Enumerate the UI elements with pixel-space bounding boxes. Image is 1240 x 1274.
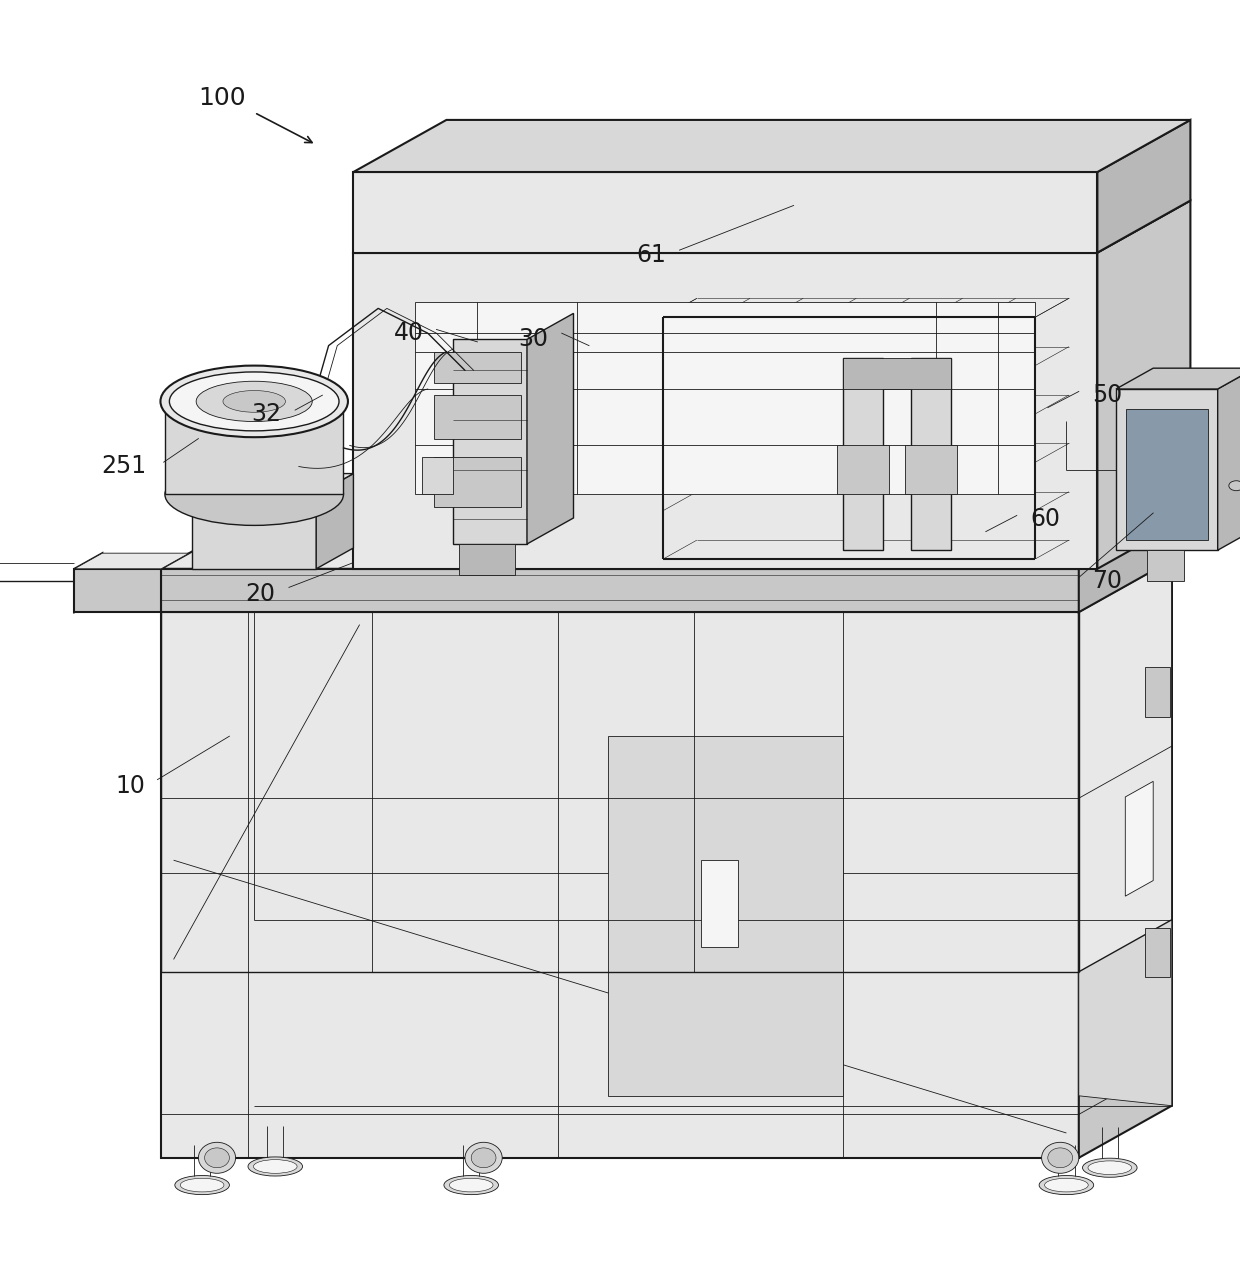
Polygon shape bbox=[1218, 368, 1240, 550]
Polygon shape bbox=[161, 613, 1079, 1158]
Polygon shape bbox=[527, 313, 573, 544]
Text: 32: 32 bbox=[252, 401, 281, 426]
Polygon shape bbox=[434, 395, 521, 438]
Polygon shape bbox=[192, 474, 353, 494]
Polygon shape bbox=[74, 553, 188, 568]
Polygon shape bbox=[911, 358, 951, 550]
Polygon shape bbox=[1079, 561, 1172, 972]
Ellipse shape bbox=[196, 381, 312, 422]
Ellipse shape bbox=[1044, 1178, 1089, 1192]
Polygon shape bbox=[1116, 368, 1240, 389]
Ellipse shape bbox=[175, 1176, 229, 1195]
Ellipse shape bbox=[160, 366, 348, 437]
Polygon shape bbox=[1079, 585, 1172, 1106]
Polygon shape bbox=[1126, 409, 1208, 540]
Polygon shape bbox=[422, 457, 453, 494]
Text: 40: 40 bbox=[394, 321, 424, 345]
Text: 70: 70 bbox=[1092, 569, 1122, 594]
Ellipse shape bbox=[1229, 480, 1240, 490]
Text: 100: 100 bbox=[198, 85, 246, 110]
Ellipse shape bbox=[1042, 1143, 1079, 1173]
Polygon shape bbox=[434, 352, 521, 382]
Polygon shape bbox=[843, 358, 951, 389]
Text: 251: 251 bbox=[102, 454, 146, 478]
Polygon shape bbox=[1126, 781, 1153, 896]
Polygon shape bbox=[353, 120, 1190, 172]
Ellipse shape bbox=[205, 1148, 229, 1168]
Polygon shape bbox=[1146, 668, 1171, 717]
Polygon shape bbox=[74, 553, 102, 613]
Ellipse shape bbox=[253, 1159, 298, 1173]
Polygon shape bbox=[1097, 200, 1190, 568]
Text: 30: 30 bbox=[518, 327, 548, 352]
Text: 10: 10 bbox=[115, 773, 145, 798]
Polygon shape bbox=[415, 302, 1035, 494]
Polygon shape bbox=[353, 200, 1190, 252]
Polygon shape bbox=[192, 494, 316, 568]
Text: 50: 50 bbox=[1092, 383, 1122, 408]
Polygon shape bbox=[1147, 550, 1184, 581]
Polygon shape bbox=[1079, 561, 1172, 1158]
Polygon shape bbox=[837, 445, 889, 494]
Ellipse shape bbox=[1048, 1148, 1073, 1168]
Polygon shape bbox=[1116, 389, 1218, 550]
Ellipse shape bbox=[444, 1176, 498, 1195]
Text: 20: 20 bbox=[246, 582, 275, 605]
Polygon shape bbox=[161, 568, 1079, 613]
Polygon shape bbox=[663, 285, 1091, 317]
Polygon shape bbox=[663, 317, 1035, 559]
Ellipse shape bbox=[170, 372, 339, 431]
Ellipse shape bbox=[1083, 1158, 1137, 1177]
Ellipse shape bbox=[248, 1157, 303, 1176]
Polygon shape bbox=[165, 401, 343, 494]
Polygon shape bbox=[1079, 517, 1172, 613]
Bar bbox=[701, 860, 738, 947]
Polygon shape bbox=[316, 474, 353, 568]
Polygon shape bbox=[1097, 120, 1190, 252]
Bar bbox=[608, 736, 843, 1096]
Polygon shape bbox=[459, 544, 515, 575]
Text: 61: 61 bbox=[636, 243, 666, 268]
Polygon shape bbox=[843, 358, 883, 550]
Ellipse shape bbox=[198, 1143, 236, 1173]
Polygon shape bbox=[453, 339, 527, 544]
Ellipse shape bbox=[223, 391, 285, 413]
Polygon shape bbox=[353, 172, 1097, 252]
Ellipse shape bbox=[180, 1178, 224, 1192]
Ellipse shape bbox=[449, 1178, 494, 1192]
Ellipse shape bbox=[165, 464, 343, 525]
Polygon shape bbox=[434, 457, 521, 507]
Polygon shape bbox=[905, 445, 957, 494]
Polygon shape bbox=[161, 517, 1172, 568]
Polygon shape bbox=[353, 252, 1097, 568]
Text: 60: 60 bbox=[1030, 507, 1060, 531]
Ellipse shape bbox=[465, 1143, 502, 1173]
Polygon shape bbox=[74, 568, 161, 613]
Ellipse shape bbox=[1039, 1176, 1094, 1195]
Polygon shape bbox=[1146, 927, 1171, 977]
Ellipse shape bbox=[1087, 1161, 1132, 1175]
Ellipse shape bbox=[471, 1148, 496, 1168]
